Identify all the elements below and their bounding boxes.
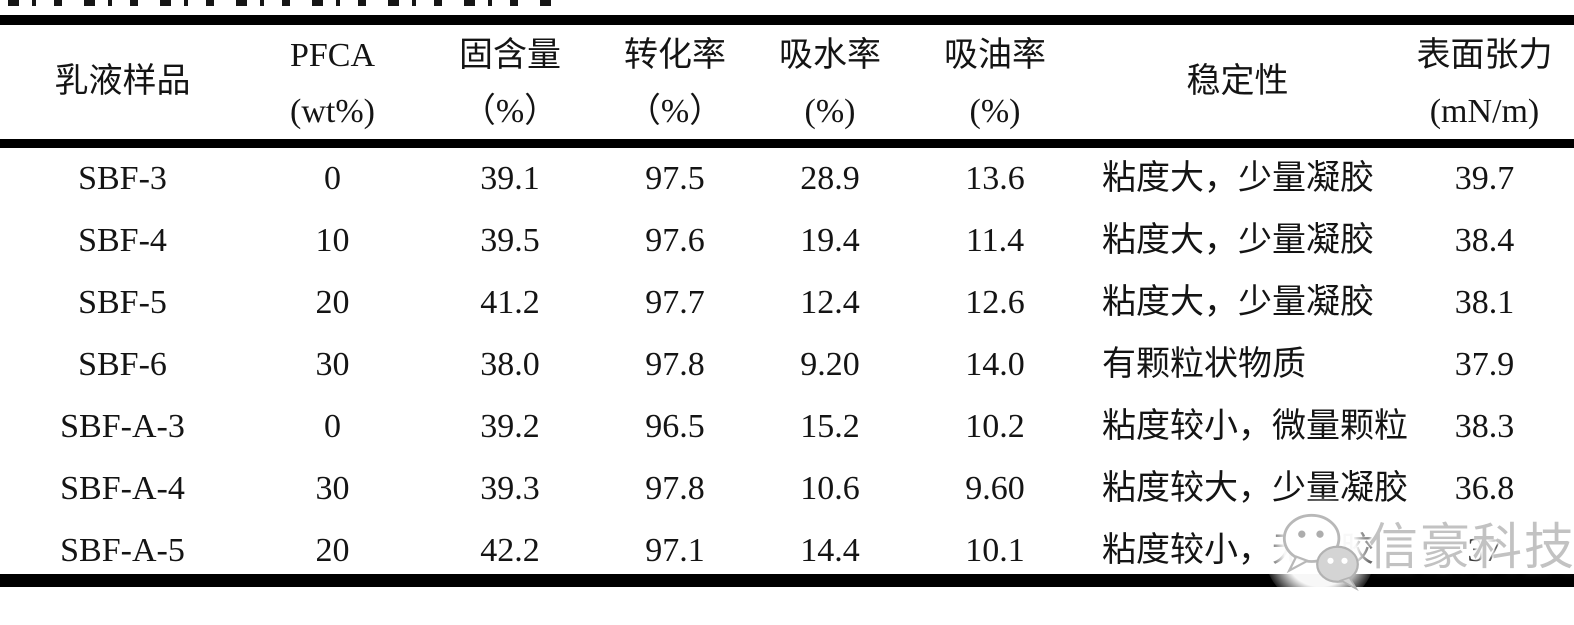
cropped-caption-fragment <box>8 0 564 6</box>
cell-water-absorption: 12.4 <box>800 284 860 321</box>
cell-pfca: 30 <box>315 346 350 383</box>
cell-conversion: 97.7 <box>645 284 705 321</box>
table-header-row: 乳液样品 PFCA (wt%) 固含量 （%） 转化率 （%） 吸水率 (%) … <box>0 25 1574 139</box>
table-row: SBF-4 10 39.5 97.6 19.4 11.4 粘度大，少量凝胶 38… <box>0 210 1574 272</box>
cell-pfca: 10 <box>315 222 350 259</box>
cell-oil-absorption: 9.60 <box>965 470 1025 507</box>
header-unit: (%) <box>969 93 1021 130</box>
header-line: 表面张力 <box>1416 37 1553 74</box>
header-line: 吸水率 <box>779 37 881 74</box>
cell-pfca: 20 <box>315 284 350 321</box>
cell-solid-content: 42.2 <box>480 532 540 569</box>
column-header-water-absorption: 吸水率 (%) <box>750 25 910 139</box>
header-unit: （%） <box>626 93 724 130</box>
column-header-solid-content: 固含量 （%） <box>420 25 600 139</box>
cell-sample: SBF-A-4 <box>60 470 185 507</box>
cell-stability: 粘度大，少量凝胶 <box>1102 160 1374 197</box>
table-row: SBF-5 20 41.2 97.7 12.4 12.6 粘度大，少量凝胶 38… <box>0 272 1574 334</box>
cell-solid-content: 39.1 <box>480 160 540 197</box>
cell-conversion: 96.5 <box>645 408 705 445</box>
cell-sample: SBF-5 <box>78 284 167 321</box>
cell-oil-absorption: 10.1 <box>965 532 1025 569</box>
cell-stability: 粘度较小，微量颗粒 <box>1102 408 1408 445</box>
cell-solid-content: 39.5 <box>480 222 540 259</box>
cell-stability: 粘度大，少量凝胶 <box>1102 284 1374 321</box>
cell-sample: SBF-A-5 <box>60 532 185 569</box>
cell-water-absorption: 15.2 <box>800 408 860 445</box>
cell-solid-content: 41.2 <box>480 284 540 321</box>
cell-sample: SBF-A-3 <box>60 408 185 445</box>
header-divider-rule <box>0 139 1574 148</box>
table-row: SBF-A-4 30 39.3 97.8 10.6 9.60 粘度较大，少量凝胶… <box>0 458 1574 520</box>
header-line: PFCA <box>289 37 376 74</box>
cell-solid-content: 38.0 <box>480 346 540 383</box>
cell-stability: 粘度较大，少量凝胶 <box>1102 470 1408 507</box>
cell-surface-tension: 38.3 <box>1454 408 1515 445</box>
cell-stability: 有颗粒状物质 <box>1102 346 1306 383</box>
cell-oil-absorption: 12.6 <box>965 284 1025 321</box>
cell-conversion: 97.1 <box>645 532 705 569</box>
table-row: SBF-6 30 38.0 97.8 9.20 14.0 有颗粒状物质 37.9 <box>0 334 1574 396</box>
header-line: 转化率 <box>624 37 726 74</box>
cell-sample: SBF-3 <box>78 160 167 197</box>
column-header-sample: 乳液样品 <box>0 25 245 139</box>
cell-water-absorption: 10.6 <box>800 470 860 507</box>
cell-solid-content: 39.2 <box>480 408 540 445</box>
header-unit: （%） <box>461 93 559 130</box>
cell-pfca: 0 <box>324 408 341 445</box>
table-row: SBF-A-5 20 42.2 97.1 14.4 10.1 粘度较小，无凝胶 … <box>0 520 1574 582</box>
cell-sample: SBF-4 <box>78 222 167 259</box>
cell-oil-absorption: 14.0 <box>965 346 1025 383</box>
column-header-pfca: PFCA (wt%) <box>245 25 420 139</box>
table-row: SBF-A-3 0 39.2 96.5 15.2 10.2 粘度较小，微量颗粒 … <box>0 396 1574 458</box>
cell-conversion: 97.6 <box>645 222 705 259</box>
column-header-oil-absorption: 吸油率 (%) <box>910 25 1080 139</box>
cell-surface-tension: 38.1 <box>1454 284 1515 321</box>
column-header-surface-tension: 表面张力 (mN/m) <box>1395 25 1574 139</box>
cell-oil-absorption: 11.4 <box>965 222 1025 259</box>
cell-water-absorption: 28.9 <box>800 160 860 197</box>
header-line: 固含量 <box>459 37 561 74</box>
cell-stability: 粘度较小，无凝胶 <box>1102 532 1374 569</box>
table-row: SBF-3 0 39.1 97.5 28.9 13.6 粘度大，少量凝胶 39.… <box>0 148 1574 210</box>
column-header-stability: 稳定性 <box>1080 25 1395 139</box>
cell-pfca: 0 <box>324 160 341 197</box>
table-bottom-rule <box>0 574 1574 587</box>
cell-conversion: 97.8 <box>645 346 705 383</box>
cell-water-absorption: 9.20 <box>800 346 860 383</box>
header-unit: (mN/m) <box>1429 93 1540 130</box>
table-body: SBF-3 0 39.1 97.5 28.9 13.6 粘度大，少量凝胶 39.… <box>0 148 1574 582</box>
header-unit: (wt%) <box>290 93 375 130</box>
cell-surface-tension: 37 <box>1467 532 1502 569</box>
cell-surface-tension: 37.9 <box>1454 346 1515 383</box>
cell-solid-content: 39.3 <box>480 470 540 507</box>
header-unit: (%) <box>804 93 856 130</box>
cell-pfca: 20 <box>315 532 350 569</box>
cell-pfca: 30 <box>315 470 350 507</box>
cell-water-absorption: 19.4 <box>800 222 860 259</box>
cell-sample: SBF-6 <box>78 346 167 383</box>
header-line: 乳液样品 <box>54 63 191 100</box>
cell-surface-tension: 39.7 <box>1454 160 1515 197</box>
cell-conversion: 97.8 <box>645 470 705 507</box>
cell-water-absorption: 14.4 <box>800 532 860 569</box>
header-line: 稳定性 <box>1186 63 1289 100</box>
cell-surface-tension: 38.4 <box>1454 222 1515 259</box>
cell-conversion: 97.5 <box>645 160 705 197</box>
cell-oil-absorption: 13.6 <box>965 160 1025 197</box>
cell-surface-tension: 36.8 <box>1454 470 1515 507</box>
table-top-rule <box>0 15 1574 25</box>
cell-oil-absorption: 10.2 <box>965 408 1025 445</box>
cell-stability: 粘度大，少量凝胶 <box>1102 222 1374 259</box>
header-line: 吸油率 <box>944 37 1046 74</box>
column-header-conversion: 转化率 （%） <box>600 25 750 139</box>
